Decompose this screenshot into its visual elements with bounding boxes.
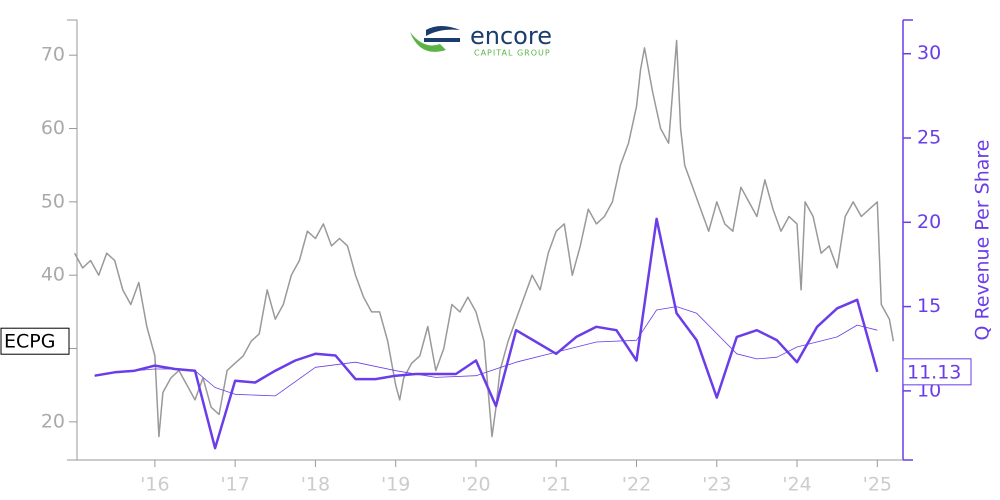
ticker-box	[0, 327, 70, 355]
x-tick-label: '18	[301, 474, 330, 496]
y-tick-label: 50	[41, 190, 65, 212]
logo: encore CAPITAL GROUP	[410, 22, 552, 58]
logo-bar	[424, 38, 460, 42]
y2-tick-label: 20	[917, 211, 941, 233]
y2-tick-label: 25	[917, 127, 941, 149]
x-tick-label: '23	[702, 474, 731, 496]
x-tick-label: '22	[622, 474, 651, 496]
x-tick-label: '20	[461, 474, 490, 496]
last-value-label: 11.13	[907, 361, 961, 383]
y2-tick-label: 15	[917, 295, 941, 317]
last-value-box	[902, 358, 972, 386]
logo-swoosh	[410, 32, 446, 52]
logo-tagline: CAPITAL GROUP	[474, 49, 551, 58]
y-tick-label: 20	[41, 410, 65, 432]
y-tick-label: 70	[41, 44, 65, 66]
x-tick-label: '24	[782, 474, 811, 496]
logo-swoosh	[426, 26, 460, 36]
x-tick-label: '25	[863, 474, 892, 496]
x-tick-label: '17	[220, 474, 249, 496]
logo-name: encore	[470, 22, 552, 50]
ticker-label: ECPG	[4, 331, 55, 353]
y-tick-label: 60	[41, 117, 65, 139]
y2-axis-label: Q Revenue Per Share	[972, 140, 994, 341]
x-tick-label: '21	[542, 474, 571, 496]
series-line	[94, 306, 878, 397]
x-tick-label: '19	[381, 474, 410, 496]
x-tick-label: '16	[140, 474, 169, 496]
y2-tick-label: 30	[917, 42, 941, 64]
series-line	[94, 217, 879, 450]
y-tick-label: 40	[41, 264, 65, 286]
